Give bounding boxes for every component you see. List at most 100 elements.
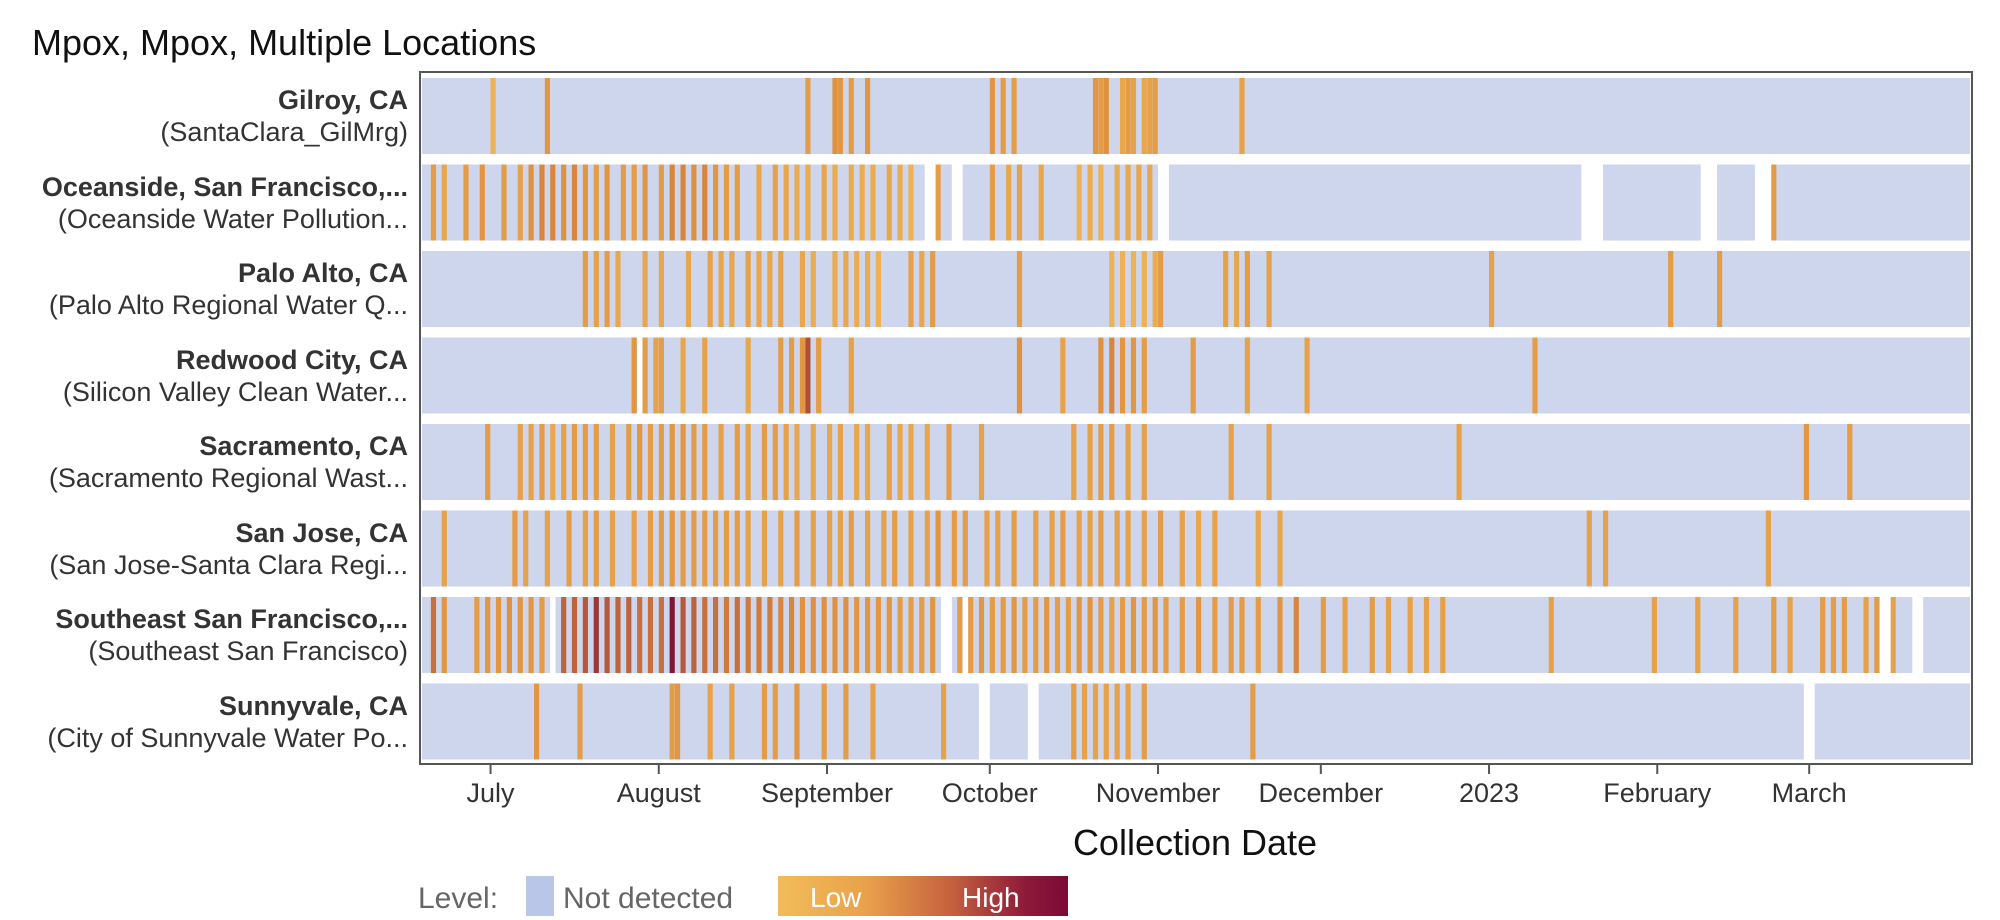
detection-cell [734, 424, 740, 500]
detection-cell [761, 424, 768, 500]
detection-cell [924, 510, 930, 587]
detection-cell [772, 164, 778, 241]
detection-cell [794, 164, 800, 241]
detection-cell [653, 337, 659, 414]
detection-cell [441, 164, 447, 241]
detection-cell [908, 251, 914, 327]
detection-cell [620, 164, 626, 241]
detection-cell [1152, 251, 1158, 327]
detection-cell [816, 337, 822, 414]
detection-cell [875, 597, 881, 673]
detection-cell [571, 597, 578, 673]
detection-cell [767, 597, 773, 673]
site-name: (Palo Alto Regional Water Q... [48, 290, 408, 320]
detection-cell [604, 164, 610, 241]
detection-cell [865, 424, 871, 500]
detection-cell [561, 164, 567, 241]
detection-cell [810, 510, 816, 587]
detection-cell [745, 597, 751, 673]
detection-cell [1130, 337, 1137, 414]
detection-cell [935, 510, 941, 587]
detection-cell [1228, 424, 1234, 500]
detection-cell [897, 424, 903, 500]
detection-cell [1863, 597, 1869, 673]
detection-cell [865, 78, 871, 154]
detection-cell [517, 597, 523, 673]
x-tick-label: 2023 [1458, 778, 1520, 808]
detection-cell [1109, 424, 1115, 500]
detection-cell [1087, 597, 1093, 673]
detection-cell [1011, 597, 1017, 673]
detection-cell [1120, 251, 1126, 327]
detection-cell [946, 424, 952, 500]
no-data-gap [951, 164, 963, 241]
location-name: Southeast San Francisco,... [55, 604, 408, 634]
no-data-gap [1879, 597, 1891, 673]
site-name: (City of Sunnyvale Water Po... [47, 722, 408, 753]
detection-cell [1277, 597, 1283, 673]
detection-cell [680, 510, 686, 587]
detection-cell [1304, 337, 1310, 414]
detection-cell [930, 251, 936, 327]
detection-cell [827, 424, 833, 500]
detection-cell [534, 683, 540, 760]
detection-cell [745, 337, 751, 414]
detection-cell [761, 510, 768, 587]
detection-cell [571, 424, 578, 500]
row-band [422, 683, 1970, 760]
detection-cell [848, 510, 854, 587]
detection-cell [539, 424, 545, 500]
detection-cell [566, 510, 572, 587]
detection-cell [1033, 510, 1039, 587]
detection-cell [1586, 510, 1592, 587]
location-name: Sunnyvale, CA [218, 690, 408, 721]
row-label: Gilroy, CA (SantaClara_GilMrg) [160, 84, 408, 148]
detection-cell [794, 424, 800, 500]
detection-cell [691, 510, 697, 587]
detection-cell [1830, 597, 1837, 673]
detection-cell [1092, 78, 1099, 154]
detection-cell [870, 164, 876, 241]
detection-cell [604, 251, 610, 327]
detection-cell [1109, 251, 1115, 327]
detection-cell [669, 510, 675, 587]
detection-cell [593, 251, 599, 327]
detection-cell [984, 510, 990, 587]
detection-cell [713, 164, 719, 241]
detection-cell [1244, 251, 1250, 327]
detection-cell [479, 164, 485, 241]
no-data-gap [1912, 597, 1924, 673]
detection-cell [778, 337, 784, 414]
detection-cell [647, 510, 654, 587]
detection-cell [1114, 510, 1120, 587]
detection-cell [1874, 597, 1880, 673]
detection-cell [1098, 78, 1104, 154]
detection-cell [571, 164, 578, 241]
legend-low-label: Low [810, 882, 862, 913]
row-band [422, 78, 1970, 154]
detection-cell [658, 164, 664, 241]
detection-cell [935, 164, 941, 241]
detection-cell [1054, 597, 1061, 673]
detection-cell [778, 510, 784, 587]
detection-cell [615, 597, 621, 673]
detection-cell [1190, 337, 1196, 414]
detection-cell [837, 510, 843, 587]
no-data-gap [637, 337, 643, 414]
detection-cell [1239, 78, 1245, 154]
x-tick-label: August [616, 778, 701, 808]
detection-cell [485, 597, 491, 673]
location-name: Redwood City, CA [176, 344, 408, 375]
detection-cell [1179, 510, 1185, 587]
site-name: (Oceanside Water Pollution... [57, 203, 408, 234]
detection-cell [789, 597, 795, 673]
detection-cell [685, 251, 692, 327]
detection-cell [886, 164, 892, 241]
detection-cell [919, 597, 925, 673]
detection-cell [810, 251, 816, 327]
detection-cell [865, 251, 871, 327]
detection-cell [528, 597, 534, 673]
detection-cell [544, 510, 550, 587]
legend-not-detected-swatch [526, 876, 554, 916]
detection-cell [1016, 251, 1023, 327]
